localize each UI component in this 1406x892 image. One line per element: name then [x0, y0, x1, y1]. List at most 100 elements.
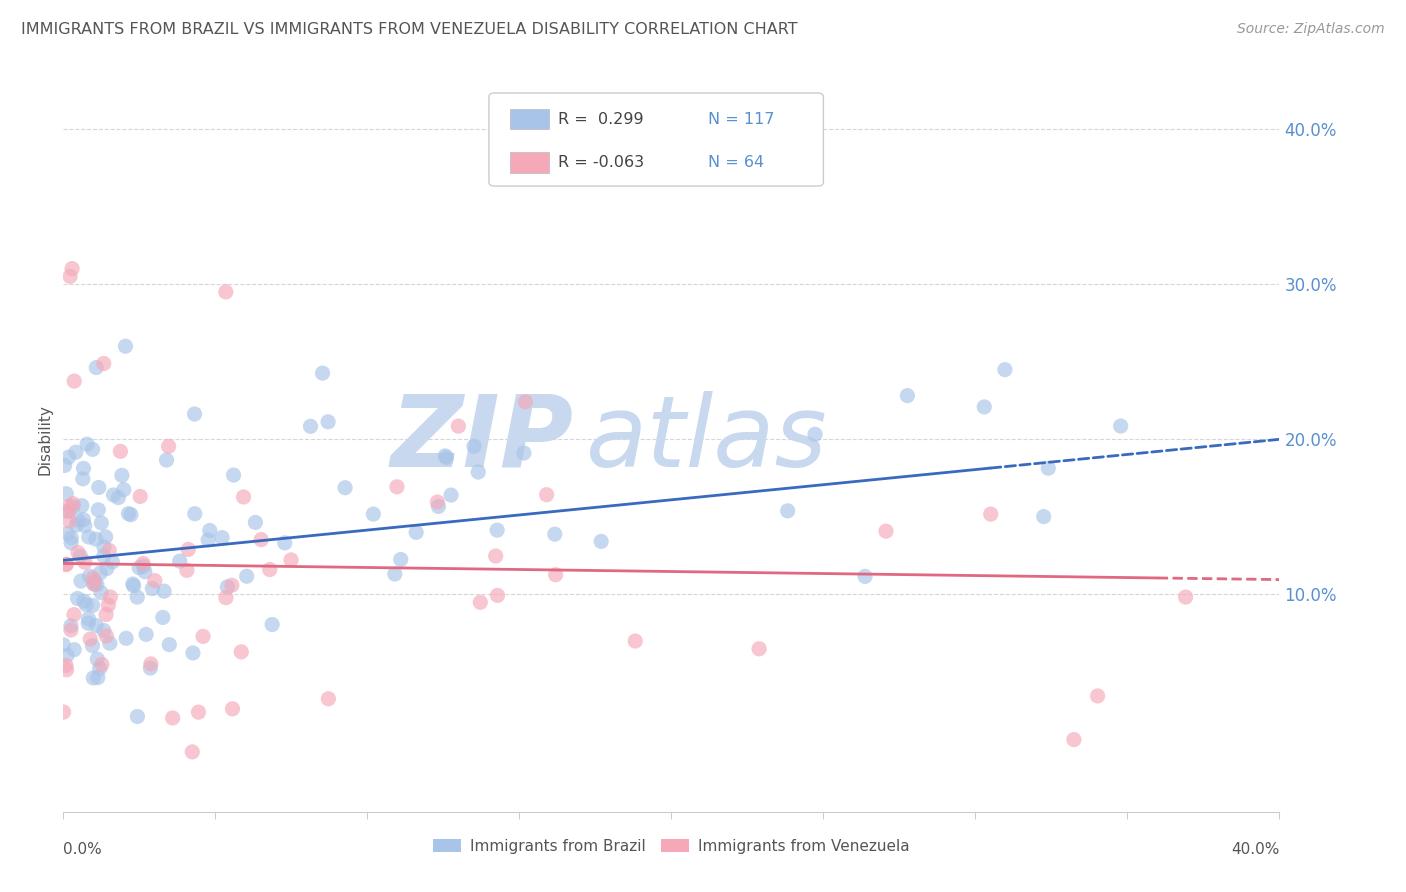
Point [231, 645, 253, 659]
Point [447, 419, 470, 434]
Point [59, 269, 82, 284]
Point [405, 525, 427, 540]
Point [62, 497, 84, 511]
Point [1087, 689, 1109, 703]
Point [215, 285, 238, 299]
Point [58, 450, 80, 465]
Point [515, 394, 537, 409]
Point [153, 584, 176, 599]
FancyBboxPatch shape [489, 93, 824, 186]
Point [82, 571, 104, 585]
Point [853, 569, 876, 583]
Point [135, 627, 157, 641]
Point [114, 339, 136, 353]
Point [83, 577, 105, 591]
Point [87, 503, 110, 517]
Point [973, 400, 995, 414]
Point [58, 500, 80, 514]
Point [73, 518, 96, 533]
Point [485, 549, 508, 563]
Point [127, 590, 149, 604]
Point [316, 415, 339, 429]
Point [63, 374, 86, 388]
Point [117, 507, 139, 521]
Point [56, 526, 79, 541]
Point [333, 481, 356, 495]
Point [93, 357, 115, 371]
Point [87, 481, 110, 495]
Point [1032, 509, 1054, 524]
Text: ZIP: ZIP [391, 391, 574, 488]
Point [73, 594, 96, 608]
Point [60, 531, 83, 545]
Point [93, 549, 115, 563]
Point [93, 624, 115, 638]
Point [141, 582, 163, 596]
Point [75, 598, 97, 612]
Point [87, 671, 110, 685]
Point [98, 543, 121, 558]
Point [111, 468, 134, 483]
Point [93, 540, 115, 554]
Point [1063, 732, 1085, 747]
Text: atlas: atlas [586, 391, 828, 488]
Point [83, 574, 105, 589]
Point [90, 516, 112, 530]
Point [76, 437, 98, 451]
Point [181, 646, 204, 660]
Point [245, 516, 267, 530]
Text: IMMIGRANTS FROM BRAZIL VS IMMIGRANTS FROM VENEZUELA DISABILITY CORRELATION CHART: IMMIGRANTS FROM BRAZIL VS IMMIGRANTS FRO… [21, 22, 797, 37]
Point [110, 444, 132, 458]
Y-axis label: Disability: Disability [37, 404, 52, 475]
Point [60, 536, 83, 550]
Point [440, 488, 463, 502]
Point [60, 261, 83, 276]
Point [513, 446, 536, 460]
Point [274, 536, 297, 550]
Point [55, 658, 77, 673]
Point [155, 453, 177, 467]
Point [73, 555, 96, 569]
Text: N = 64: N = 64 [707, 155, 763, 170]
Point [132, 557, 155, 571]
Point [132, 559, 155, 574]
Point [72, 513, 94, 527]
Point [96, 629, 118, 643]
Point [426, 495, 449, 509]
Point [52, 705, 75, 719]
Point [70, 574, 93, 588]
Legend: Immigrants from Brazil, Immigrants from Venezuela: Immigrants from Brazil, Immigrants from … [427, 832, 915, 860]
Point [363, 507, 385, 521]
Point [53, 458, 76, 473]
Point [56, 504, 79, 518]
Point [157, 439, 180, 453]
Point [184, 507, 207, 521]
Point [72, 461, 94, 475]
Point [211, 531, 233, 545]
Point [162, 711, 184, 725]
Bar [509, 152, 548, 173]
Point [624, 634, 647, 648]
Point [128, 560, 150, 574]
Point [55, 558, 77, 572]
Point [84, 618, 107, 632]
Point [52, 638, 75, 652]
Point [232, 490, 254, 504]
Point [69, 549, 91, 563]
Point [191, 629, 214, 643]
Point [55, 486, 77, 500]
Point [134, 565, 156, 579]
Text: N = 117: N = 117 [707, 112, 775, 127]
Point [221, 702, 243, 716]
Point [187, 705, 209, 719]
Point [86, 652, 108, 666]
Bar [509, 109, 548, 129]
Point [84, 360, 107, 375]
Text: 0.0%: 0.0% [63, 842, 103, 857]
Point [90, 585, 112, 599]
Point [127, 709, 149, 723]
Point [97, 598, 120, 612]
Point [280, 553, 302, 567]
Point [591, 534, 613, 549]
Point [94, 530, 117, 544]
